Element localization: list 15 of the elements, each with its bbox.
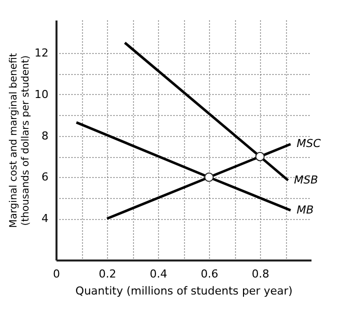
x-tick-label: 0.2 xyxy=(98,268,116,280)
y-tick-label: 6 xyxy=(42,170,48,184)
y-axis-title: Marginal cost and marginal benefit (thousands of dollars per student) xyxy=(8,53,32,228)
x-tick-label: 0.6 xyxy=(200,268,218,280)
y-tick-label: 10 xyxy=(34,88,48,101)
series-label: MSC xyxy=(296,137,322,150)
x-tick-label: 0 xyxy=(53,268,60,280)
x-tick-label: 0.4 xyxy=(150,268,168,280)
x-tick-label: 0.8 xyxy=(252,268,270,280)
series-label: MSB xyxy=(294,173,318,186)
y-tick-label: 12 xyxy=(34,46,48,60)
y-tick-label: 4 xyxy=(42,212,48,226)
series-label: MB xyxy=(296,203,314,216)
x-axis-title: Quantity (millions of students per year) xyxy=(75,284,293,298)
y-tick-label: 8 xyxy=(42,129,48,142)
